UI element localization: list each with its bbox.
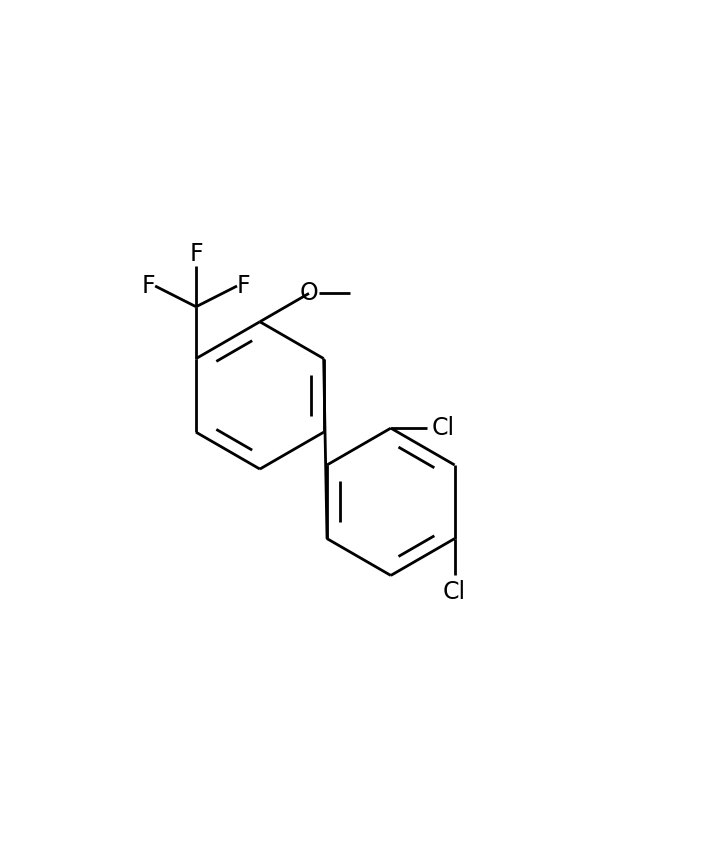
Text: F: F xyxy=(142,274,155,298)
Text: F: F xyxy=(237,274,251,298)
Text: Cl: Cl xyxy=(432,416,455,440)
Text: F: F xyxy=(189,242,203,266)
Text: O: O xyxy=(300,282,318,305)
Text: Cl: Cl xyxy=(443,580,466,604)
